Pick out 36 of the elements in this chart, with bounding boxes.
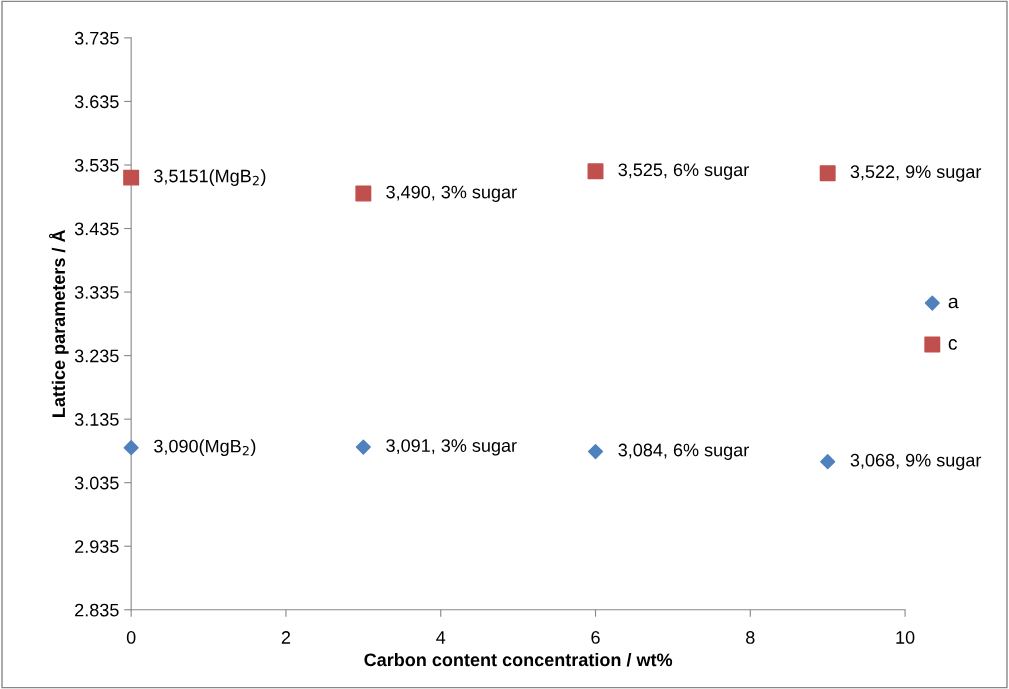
point — [355, 439, 371, 455]
y-tick-label: 3.335 — [74, 285, 119, 299]
data-label: 3,490, 3% sugar — [386, 185, 517, 202]
y-axis-title: Lattice parameters / Å — [48, 229, 69, 417]
legend-label: c — [948, 339, 958, 350]
point — [123, 169, 140, 186]
y-tick-label: 3.135 — [74, 413, 119, 426]
point — [123, 440, 139, 456]
x-tick-label: 4 — [436, 631, 446, 644]
data-label: 3,084, 6% sugar — [618, 443, 749, 460]
data-label: 3,090(MgB$_{2}$) — [154, 439, 256, 457]
x-tick-label: 0 — [126, 631, 136, 644]
x-axis-title: Carbon content concentration / wt% — [364, 652, 673, 667]
point — [820, 454, 836, 470]
point — [819, 165, 836, 182]
data-label: 3,525, 6% sugar — [618, 163, 749, 180]
x-tick-label: 10 — [896, 631, 915, 644]
legend-label: a — [948, 297, 959, 309]
data-label: 3,522, 9% sugar — [850, 165, 982, 182]
data-label: 3,091, 3% sugar — [386, 439, 517, 456]
data-label: 3,068, 9% sugar — [850, 453, 982, 471]
y-tick-label: 3.035 — [74, 476, 119, 490]
x-tick-label: 6 — [591, 631, 600, 644]
y-tick-label: 2.935 — [75, 540, 119, 553]
y-tick-label: 3.435 — [74, 222, 119, 236]
data-label: 3,5151(MgB$_{2}$) — [154, 169, 266, 186]
y-tick-label: 2.835 — [75, 603, 119, 617]
y-tick-label: 3.735 — [74, 31, 119, 45]
x-tick-label: 2 — [281, 631, 291, 644]
point — [355, 185, 372, 202]
y-tick-label: 3.535 — [74, 158, 119, 172]
y-tick-label: 3.235 — [74, 349, 119, 363]
x-tick-label: 8 — [746, 631, 755, 644]
point — [587, 163, 604, 180]
point — [587, 443, 604, 460]
y-tick-label: 3.635 — [74, 95, 119, 109]
